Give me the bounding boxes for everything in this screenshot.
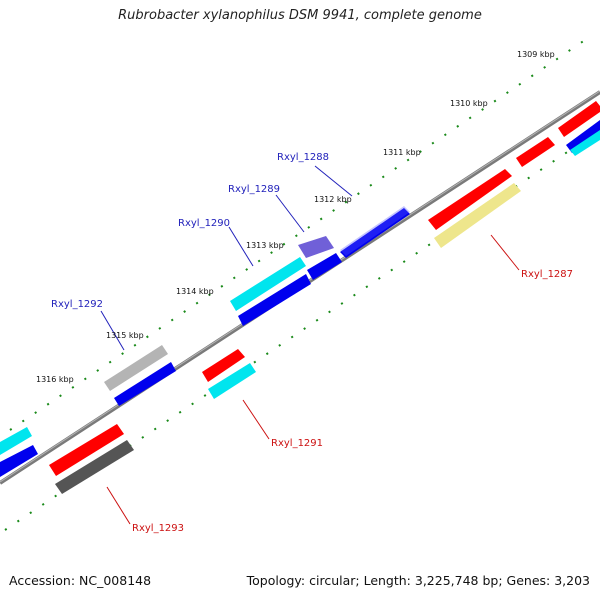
- label-leaders: [100, 165, 520, 525]
- gene-arrow[interactable]: [0, 445, 38, 477]
- kbp-label: 1309 kbp: [517, 50, 555, 59]
- gene-arrow[interactable]: [55, 440, 134, 494]
- kbp-labels: 1309 kbp 1310 kbp 1311 kbp 1312 kbp 1313…: [36, 50, 555, 384]
- gene-arrow[interactable]: [428, 169, 512, 230]
- accession-text: Accession: NC_008148: [9, 573, 152, 588]
- kbp-label: 1316 kbp: [36, 375, 74, 384]
- gene-arrow[interactable]: [298, 236, 334, 258]
- gene-arrow[interactable]: [104, 345, 168, 391]
- gene-arrow[interactable]: [49, 424, 124, 476]
- kbp-label: 1312 kbp: [314, 195, 352, 204]
- gene-label-rxyl-1291[interactable]: Rxyl_1291: [271, 438, 323, 449]
- gene-arrow[interactable]: [0, 427, 32, 455]
- gene-arrow[interactable]: [566, 120, 600, 153]
- gene-arrow[interactable]: [202, 349, 245, 382]
- genome-stats-value: Topology: circular; Length: 3,225,748 bp…: [246, 573, 590, 588]
- gene-arrow[interactable]: [516, 137, 555, 167]
- kbp-label: 1313 kbp: [246, 241, 284, 250]
- gene-arrow[interactable]: [340, 208, 410, 258]
- gene-arrow[interactable]: [570, 130, 600, 156]
- outer-tick-track: [9, 39, 586, 431]
- gene-arrow[interactable]: [307, 253, 342, 280]
- gene-label-rxyl-1292[interactable]: Rxyl_1292: [51, 299, 103, 310]
- kbp-label: 1315 kbp: [106, 331, 144, 340]
- gene-label-rxyl-1290[interactable]: Rxyl_1290: [178, 218, 230, 229]
- gene-label-rxyl-1293[interactable]: Rxyl_1293: [132, 523, 184, 534]
- gene-arrow[interactable]: [340, 206, 410, 256]
- kbp-label: 1310 kbp: [450, 99, 488, 108]
- gene-features: [0, 101, 600, 494]
- map-title: Rubrobacter xylanophilus DSM 9941, compl…: [118, 8, 482, 23]
- gene-arrow[interactable]: [208, 363, 256, 399]
- genome-stats-text: Topology: circular; Length: 3,225,748 bp…: [247, 573, 590, 588]
- gene-arrow[interactable]: [114, 362, 176, 406]
- kbp-label: 1314 kbp: [176, 287, 214, 296]
- gene-arrow[interactable]: [230, 257, 306, 311]
- kbp-label: 1311 kbp: [383, 148, 421, 157]
- gene-arrow[interactable]: [238, 274, 311, 326]
- gene-label-rxyl-1289[interactable]: Rxyl_1289: [228, 184, 280, 195]
- gene-labels: Rxyl_1288 Rxyl_1289 Rxyl_1290 Rxyl_1292 …: [51, 152, 573, 534]
- gene-arrow[interactable]: [558, 101, 600, 137]
- gene-label-rxyl-1287[interactable]: Rxyl_1287: [521, 269, 573, 280]
- gene-arrow[interactable]: [434, 183, 521, 248]
- gene-label-rxyl-1288[interactable]: Rxyl_1288: [277, 152, 329, 163]
